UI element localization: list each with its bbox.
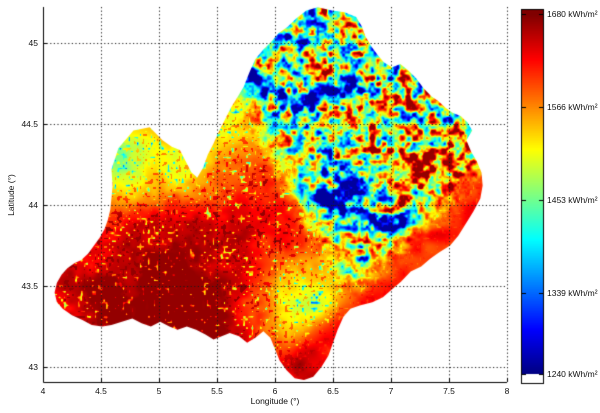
x-tick-label: 4.5 [95,386,107,396]
colorbar-tick-label: 1680 kWh/m² [547,9,598,19]
x-tick-label: 7 [388,386,394,396]
x-tick-label: 7.5 [443,386,455,396]
y-axis-title: Latitude (°) [6,174,16,216]
x-tick-label: 6.5 [327,386,339,396]
x-tick-label: 5 [156,386,162,396]
y-tick-label: 44.5 [21,119,38,129]
y-tick-label: 45 [28,38,38,48]
y-tick-label: 43 [28,362,38,372]
colorbar-tick-label: 1339 kWh/m² [547,288,598,298]
x-tick-label: 6 [272,386,278,396]
x-tick-label: 8 [504,386,510,396]
colorbar-tick-label: 1566 kWh/m² [547,102,598,112]
x-tick-label: 5.5 [211,386,223,396]
y-tick-label: 44 [28,200,38,210]
y-tick-label: 43.5 [21,281,38,291]
x-axis-title: Longitude (°) [250,396,300,406]
colorbar-tick-label: 1453 kWh/m² [547,195,598,205]
colorbar-tick-label: 1240 kWh/m² [547,369,598,379]
x-tick-label: 4 [40,386,46,396]
